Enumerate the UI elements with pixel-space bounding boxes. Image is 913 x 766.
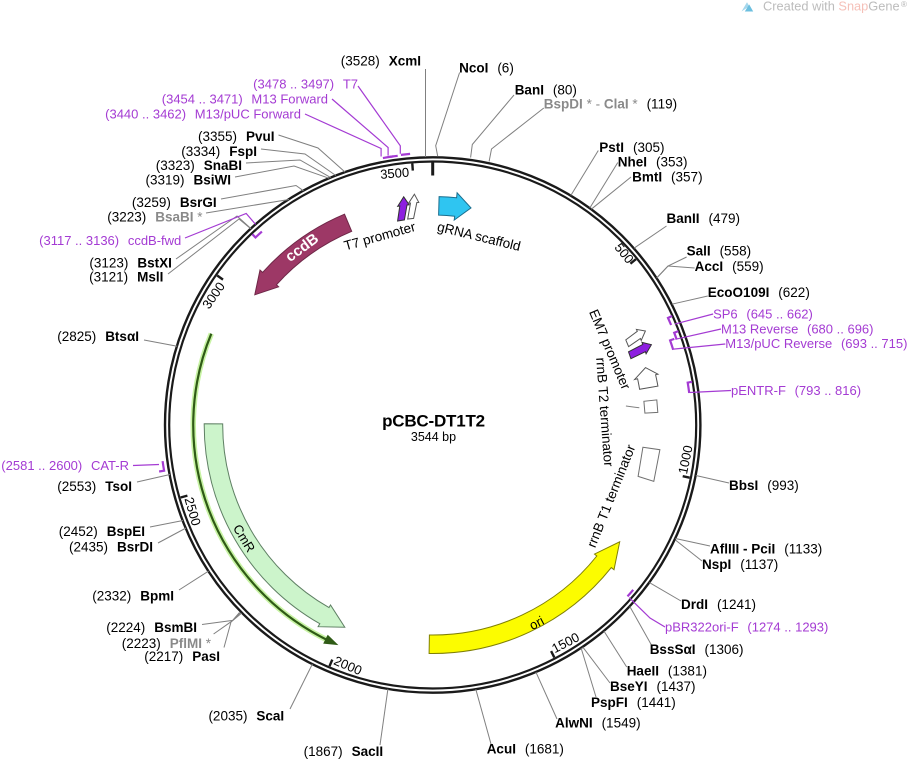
svg-text:BmtI (357): BmtI (357) (632, 169, 702, 184)
svg-text:(3478 .. 3497) T7: (3478 .. 3497) T7 (253, 77, 358, 92)
svg-text:BseYI (1437): BseYI (1437) (610, 679, 696, 694)
svg-text:®: ® (901, 0, 907, 9)
svg-text:(3259) BsrGI: (3259) BsrGI (132, 195, 217, 210)
svg-text:(2452) BspEI: (2452) BspEI (59, 524, 145, 539)
svg-text:(3355) PvuI: (3355) PvuI (198, 129, 274, 144)
svg-text:3544 bp: 3544 bp (411, 430, 456, 444)
svg-text:(3117 .. 3136) ccdB-fwd: (3117 .. 3136) ccdB-fwd (39, 233, 181, 248)
svg-text:NspI (1137): NspI (1137) (702, 557, 778, 572)
svg-text:DrdI (1241): DrdI (1241) (681, 597, 756, 612)
svg-text:(2581 .. 2600) CAT-R: (2581 .. 2600) CAT-R (1, 458, 129, 473)
svg-text:(3123) BstXI: (3123) BstXI (89, 256, 171, 271)
svg-text:(2332) BpmI: (2332) BpmI (92, 589, 174, 604)
svg-text:(3223) BsaBI *: (3223) BsaBI * (107, 209, 203, 224)
svg-text:BssSαI (1306): BssSαI (1306) (650, 642, 744, 657)
svg-text:SP6 (645 .. 662): SP6 (645 .. 662) (713, 307, 813, 322)
svg-text:AflIII - PciI (1133): AflIII - PciI (1133) (710, 542, 822, 557)
svg-text:(3121) MslI: (3121) MslI (89, 270, 163, 285)
svg-text:(3440 .. 3462) M13/pUC Forward: (3440 .. 3462) M13/pUC Forward (105, 107, 301, 122)
svg-text:(2825) BtsαI: (2825) BtsαI (57, 329, 139, 344)
svg-text:AccI (559): AccI (559) (695, 259, 764, 274)
svg-text:SalI (558): SalI (558) (687, 244, 751, 259)
svg-text:(2553) TsoI: (2553) TsoI (57, 479, 132, 494)
svg-text:1000: 1000 (675, 444, 696, 475)
svg-text:PstI (305): PstI (305) (599, 140, 664, 155)
svg-text:(3323) SnaBI: (3323) SnaBI (156, 158, 242, 173)
svg-text:pENTR-F (793 .. 816): pENTR-F (793 .. 816) (731, 383, 861, 398)
svg-text:(2223) PflMI *: (2223) PflMI * (122, 636, 212, 651)
svg-text:(3528) XcmI: (3528) XcmI (341, 54, 421, 69)
svg-text:(1867) SacII: (1867) SacII (304, 744, 384, 759)
svg-text:ori: ori (527, 613, 547, 633)
svg-text:BanII (479): BanII (479) (667, 211, 740, 226)
svg-text:3500: 3500 (380, 165, 410, 182)
svg-text:(2217) PasI: (2217) PasI (144, 649, 220, 664)
svg-text:NcoI (6): NcoI (6) (459, 60, 514, 75)
svg-text:(3454 .. 3471) M13 Forward: (3454 .. 3471) M13 Forward (162, 91, 328, 106)
svg-text:pCBC-DT1T2: pCBC-DT1T2 (382, 412, 485, 431)
svg-text:BbsI (993): BbsI (993) (729, 478, 799, 493)
svg-text:PspFI (1441): PspFI (1441) (591, 695, 676, 710)
svg-text:M13/pUC Reverse (693 .. 715): M13/pUC Reverse (693 .. 715) (725, 336, 907, 351)
svg-text:NheI (353): NheI (353) (618, 155, 688, 170)
svg-text:BanI (80): BanI (80) (515, 82, 577, 97)
svg-text:(2435) BsrDI: (2435) BsrDI (69, 540, 153, 555)
svg-text:BspDI * - ClaI * (119): BspDI * - ClaI * (119) (544, 96, 677, 111)
svg-text:M13 Reverse (680 .. 696): M13 Reverse (680 .. 696) (721, 321, 874, 336)
svg-text:(2035) ScaI: (2035) ScaI (208, 709, 284, 724)
svg-text:pBR322ori-F (1274 .. 1293): pBR322ori-F (1274 .. 1293) (665, 620, 828, 635)
svg-text:AlwNI (1549): AlwNI (1549) (555, 716, 640, 731)
svg-text:EcoO109I (622): EcoO109I (622) (708, 285, 810, 300)
svg-text:(2224) BsmBI: (2224) BsmBI (106, 620, 197, 635)
svg-text:AcuI (1681): AcuI (1681) (487, 742, 564, 757)
svg-text:(3334) FspI: (3334) FspI (181, 144, 257, 159)
svg-text:(3319) BsiWI: (3319) BsiWI (146, 173, 231, 188)
svg-text:Created with SnapGene: Created with SnapGene (763, 0, 900, 14)
svg-text:HaeII (1381): HaeII (1381) (627, 664, 707, 679)
